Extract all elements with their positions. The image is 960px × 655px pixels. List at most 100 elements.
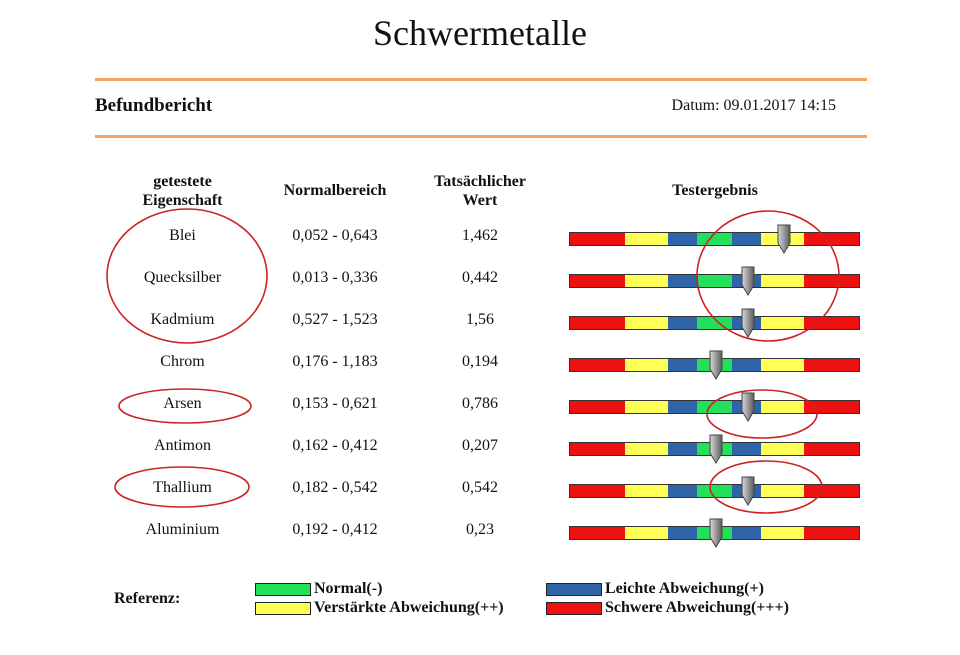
bar-segment xyxy=(760,359,805,371)
actual-value: 0,442 xyxy=(462,269,498,286)
report-title: Befundbericht xyxy=(95,95,213,116)
bar-segment xyxy=(804,527,859,539)
result-bar xyxy=(569,224,860,254)
table-row: Thallium 0,182 - 0,542 0,542 xyxy=(0,476,960,520)
bar-segment xyxy=(570,485,625,497)
bar-segment xyxy=(760,401,805,413)
bar-segment xyxy=(624,359,669,371)
bar-segment xyxy=(697,275,732,287)
column-header-result: Testergebnis xyxy=(672,182,758,199)
bar-segment xyxy=(570,359,625,371)
property-name: Quecksilber xyxy=(143,269,222,286)
bar-segment xyxy=(570,233,625,245)
bar-segment xyxy=(668,527,698,539)
bar-segment xyxy=(570,443,625,455)
property-name: Arsen xyxy=(163,395,202,412)
date-value: 09.01.2017 14:15 xyxy=(723,97,836,114)
bar-segment xyxy=(760,443,805,455)
actual-value: 0,194 xyxy=(462,353,498,370)
bar-segment xyxy=(760,485,805,497)
page-title: Schwermetalle xyxy=(373,13,587,53)
bar-segment xyxy=(668,485,698,497)
normal-range: 0,176 - 1,183 xyxy=(292,353,378,370)
column-header-property-line1: getestete xyxy=(153,173,212,190)
legend-text-severe: Schwere Abweichung(+++) xyxy=(605,599,789,616)
bar-segment xyxy=(697,233,732,245)
column-header-property-line2: Eigenschaft xyxy=(142,192,223,209)
actual-value: 0,542 xyxy=(462,479,498,496)
header-divider xyxy=(95,135,867,138)
normal-range: 0,527 - 1,523 xyxy=(292,311,378,328)
normal-range: 0,013 - 0,336 xyxy=(292,269,378,286)
property-name: Kadmium xyxy=(150,311,215,328)
result-marker-arrow-icon xyxy=(709,518,723,548)
bar-segment xyxy=(624,401,669,413)
result-marker-arrow-icon xyxy=(777,224,791,254)
bar-segment xyxy=(760,527,805,539)
column-header-property: getestete Eigenschaft xyxy=(95,172,270,210)
legend-swatch-slight xyxy=(546,582,602,596)
bar-segment xyxy=(697,317,732,329)
legend-item-slight: Leichte Abweichung(+) xyxy=(546,580,764,598)
table-row: Blei 0,052 - 0,643 1,462 xyxy=(0,224,960,268)
property-name: Thallium xyxy=(153,479,212,496)
bar-segment xyxy=(697,485,732,497)
property-name: Antimon xyxy=(154,437,211,454)
bar-segment xyxy=(697,401,732,413)
bar-segment xyxy=(668,359,698,371)
table-row: Antimon 0,162 - 0,412 0,207 xyxy=(0,434,960,478)
date-label: Datum: xyxy=(671,97,720,114)
actual-value: 1,56 xyxy=(466,311,494,328)
actual-value: 0,207 xyxy=(462,437,498,454)
result-marker-arrow-icon xyxy=(709,350,723,380)
bar-segment xyxy=(804,443,859,455)
column-header-value-line2: Wert xyxy=(462,192,498,209)
result-marker-arrow-icon xyxy=(741,392,755,422)
table-row: Kadmium 0,527 - 1,523 1,56 xyxy=(0,308,960,352)
report-date: Datum: 09.01.2017 14:15 xyxy=(672,97,836,115)
property-name: Blei xyxy=(169,227,196,244)
bar-segment xyxy=(731,233,761,245)
legend-swatch-increased xyxy=(255,601,311,615)
normal-range: 0,153 - 0,621 xyxy=(292,395,378,412)
bar-segment xyxy=(804,275,859,287)
legend-item-severe: Schwere Abweichung(+++) xyxy=(546,599,789,617)
table-row: Chrom 0,176 - 1,183 0,194 xyxy=(0,350,960,394)
bar-segment xyxy=(570,401,625,413)
result-marker-arrow-icon xyxy=(709,434,723,464)
bar-segment xyxy=(760,317,805,329)
bar-segment xyxy=(624,485,669,497)
bar-segment xyxy=(668,317,698,329)
result-marker-arrow-icon xyxy=(741,308,755,338)
bar-segment xyxy=(731,359,761,371)
legend-swatch-severe xyxy=(546,601,602,615)
column-header-value: Tatsächlicher Wert xyxy=(400,172,560,210)
bar-segment xyxy=(804,485,859,497)
result-bar xyxy=(569,434,860,464)
legend-swatch-normal xyxy=(255,582,311,596)
bar-segment xyxy=(668,275,698,287)
legend-label: Referenz: xyxy=(114,590,181,607)
bar-segment xyxy=(804,233,859,245)
bar-segment xyxy=(624,317,669,329)
result-bar xyxy=(569,476,860,506)
result-bar xyxy=(569,392,860,422)
table-row: Aluminium 0,192 - 0,412 0,23 xyxy=(0,518,960,562)
bar-segment xyxy=(570,527,625,539)
property-name: Chrom xyxy=(160,353,205,370)
bar-segment xyxy=(570,317,625,329)
bar-segment xyxy=(624,527,669,539)
normal-range: 0,182 - 0,542 xyxy=(292,479,378,496)
legend-text-increased: Verstärkte Abweichung(++) xyxy=(314,599,504,616)
legend-item-normal: Normal(-) xyxy=(255,580,382,598)
bar-segment xyxy=(804,317,859,329)
bar-segment xyxy=(668,401,698,413)
bar-segment xyxy=(804,401,859,413)
bar-segment xyxy=(804,359,859,371)
result-marker-arrow-icon xyxy=(741,266,755,296)
column-header-value-line1: Tatsächlicher xyxy=(434,173,526,190)
bar-segment xyxy=(624,275,669,287)
top-divider xyxy=(95,78,867,81)
result-marker-arrow-icon xyxy=(741,476,755,506)
table-row: Arsen 0,153 - 0,621 0,786 xyxy=(0,392,960,436)
